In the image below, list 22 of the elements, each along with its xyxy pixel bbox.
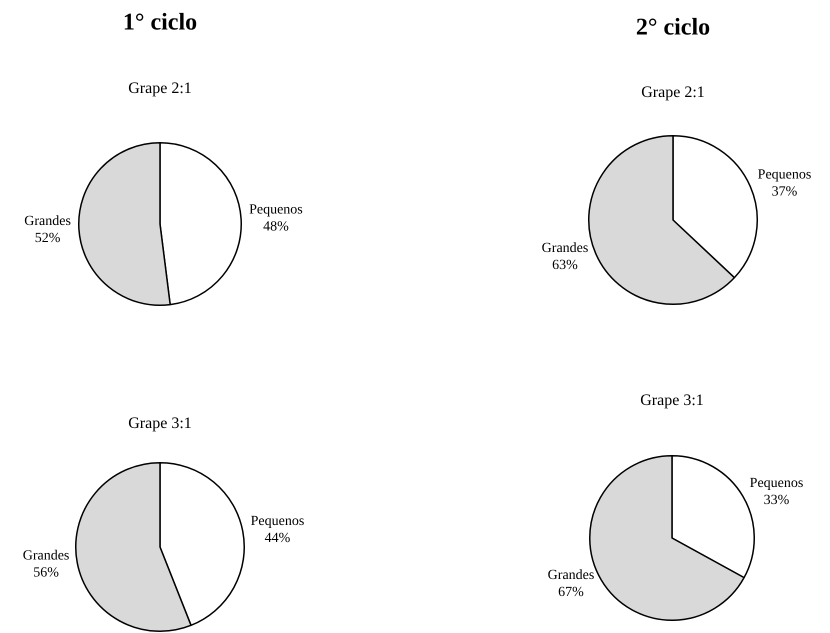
slice-label: Pequenos <box>250 514 304 529</box>
data-label: 48% <box>263 220 290 235</box>
data-label: 56% <box>33 565 60 580</box>
chart-title: 1° ciclo <box>122 10 198 36</box>
data-label: 44% <box>264 530 291 546</box>
data-label: 63% <box>552 258 578 273</box>
slice-label: Pequenos <box>249 202 303 218</box>
chart-subtitle: Grape 2:1 <box>128 80 192 98</box>
slice-label: Grandes <box>542 240 588 256</box>
slice-label: Grandes <box>548 568 594 584</box>
data-label: 33% <box>764 493 790 508</box>
slice-label: Grandes <box>24 214 71 229</box>
slice-label: Pequenos <box>758 168 812 183</box>
data-label: 52% <box>34 230 61 246</box>
chart-subtitle: Grape 3:1 <box>640 392 704 410</box>
data-label: 37% <box>772 184 798 200</box>
chart-subtitle: Grape 3:1 <box>128 415 192 433</box>
slice-label: Pequenos <box>750 476 804 492</box>
chart-subtitle: Grape 2:1 <box>641 84 705 102</box>
chart-title: 2° ciclo <box>636 14 710 42</box>
data-label: 67% <box>558 585 584 600</box>
slice-label: Grandes <box>22 548 70 564</box>
